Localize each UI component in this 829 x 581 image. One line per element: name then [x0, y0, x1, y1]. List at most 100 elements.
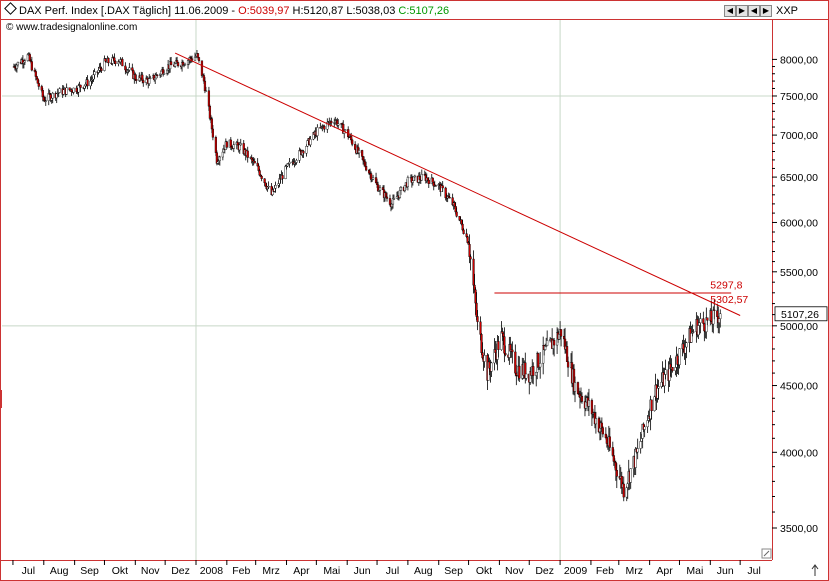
- candle-body: [518, 365, 521, 379]
- nav-button-3[interactable]: ◀: [748, 5, 760, 17]
- candle-body: [351, 139, 354, 145]
- candle-body: [643, 426, 646, 430]
- candle-body: [58, 88, 61, 93]
- x-tick-label: Mrz: [262, 565, 280, 577]
- candle-body: [392, 198, 396, 200]
- candle-body: [636, 448, 639, 453]
- candle-body: [288, 161, 291, 164]
- candle-body: [378, 187, 382, 191]
- x-tick-label: Mai: [686, 565, 703, 577]
- grid-lines: [2, 20, 772, 560]
- candle-body: [281, 175, 284, 180]
- candle-body: [358, 150, 361, 154]
- candle-body: [441, 185, 444, 189]
- x-tick-label: Jul: [386, 565, 399, 577]
- candle-body: [664, 369, 667, 375]
- last-value-label: 5107,26: [781, 309, 819, 321]
- low-value: L:5038,03: [346, 5, 396, 17]
- x-tick-label: Nov: [141, 565, 160, 577]
- candle-body: [239, 143, 242, 146]
- candle-body: [580, 395, 584, 402]
- candle-body: [639, 441, 642, 449]
- candle-body: [107, 58, 110, 64]
- candle-body: [309, 139, 312, 146]
- y-tick-label: 7000,00: [780, 130, 818, 142]
- candle-body: [221, 151, 224, 158]
- y-tick-label: 5500,00: [780, 267, 818, 279]
- y-tick-label: 3500,00: [780, 523, 818, 535]
- candle-body: [385, 196, 389, 199]
- candle-body: [149, 77, 152, 79]
- x-tick-label: Dez: [535, 565, 554, 577]
- candle-body: [448, 197, 451, 199]
- resize-grip-icon[interactable]: [761, 548, 772, 559]
- candle-body: [79, 84, 82, 88]
- candle-body: [200, 60, 204, 76]
- candle-body: [65, 87, 68, 95]
- nav-button-2[interactable]: ▶: [736, 5, 748, 17]
- candle-body: [170, 61, 173, 66]
- candle-body: [406, 177, 409, 187]
- candle-body: [176, 62, 180, 67]
- candle-body: [128, 67, 131, 71]
- high-value: H:5120,87: [292, 5, 344, 17]
- price-series: [12, 49, 722, 502]
- scroll-up-icon[interactable]: [811, 564, 819, 576]
- candle-body: [719, 313, 722, 319]
- candle-body: [361, 150, 364, 157]
- candle-body: [337, 123, 340, 126]
- candle-body: [344, 129, 347, 131]
- y-tick-label: 7500,00: [780, 91, 818, 103]
- y-tick-label: 6000,00: [780, 217, 818, 229]
- candle-body: [713, 309, 716, 311]
- candle-body: [573, 382, 577, 392]
- candle-body: [497, 341, 500, 350]
- annotations: 5297,8 5302,57: [174, 52, 748, 316]
- candle-body: [246, 150, 249, 158]
- candle-body: [553, 339, 556, 346]
- candle-body: [114, 60, 117, 64]
- price-axis[interactable]: 8000,00 7500,00 7000,00 6500,00 6000,00 5500,…: [772, 54, 818, 535]
- candle-body: [93, 71, 96, 75]
- y-tick-label: 4500,00: [780, 381, 818, 393]
- candle-body: [692, 331, 695, 333]
- candle-body: [629, 468, 632, 483]
- chart-title: DAX Perf. Index [.DAX Täglich] 11.06.200…: [19, 5, 229, 17]
- candle-body: [601, 427, 604, 435]
- x-tick-label: Okt: [476, 565, 492, 577]
- candle-body: [622, 483, 625, 498]
- candle-body: [566, 361, 570, 368]
- symbol-label[interactable]: XXP: [776, 5, 799, 17]
- candle-body: [365, 166, 368, 171]
- candle-body: [183, 64, 187, 66]
- candle-body: [479, 321, 482, 335]
- annotation-label: 5297,8: [710, 279, 742, 291]
- y-tick-label: 6500,00: [780, 172, 818, 184]
- nav-button-1[interactable]: ◀: [724, 5, 736, 17]
- candle-body: [121, 58, 124, 67]
- candle-body: [295, 160, 298, 163]
- time-axis[interactable]: Jul Aug Sep Okt Nov Dez 2008 Feb Mrz Apr Mai Jun Jul…: [12, 560, 761, 577]
- candle-body: [671, 367, 674, 371]
- x-tick-label: Feb: [232, 565, 250, 577]
- candle-body: [44, 100, 47, 102]
- diamond-icon[interactable]: [4, 2, 17, 15]
- watermark-row: © www.tradesignalonline.com: [6, 22, 137, 33]
- candle-body: [434, 185, 437, 187]
- x-tick-label: Jul: [747, 565, 760, 577]
- candle-body: [504, 352, 507, 356]
- candle-body: [16, 61, 20, 66]
- last-value-box: 5107,26: [774, 306, 828, 322]
- last-value-frame: [774, 306, 828, 322]
- candle-body: [323, 126, 326, 130]
- watermark-text: www.tradesignalonline.com: [16, 22, 138, 33]
- x-tick-label: Mai: [323, 565, 340, 577]
- nav-button-4[interactable]: ▶: [760, 5, 772, 17]
- candle-body: [37, 83, 40, 87]
- candle-body: [511, 349, 514, 353]
- candle-body: [274, 185, 277, 189]
- y-tick-label: 8000,00: [780, 54, 818, 66]
- candle-body: [525, 373, 528, 379]
- candle-body: [706, 317, 709, 321]
